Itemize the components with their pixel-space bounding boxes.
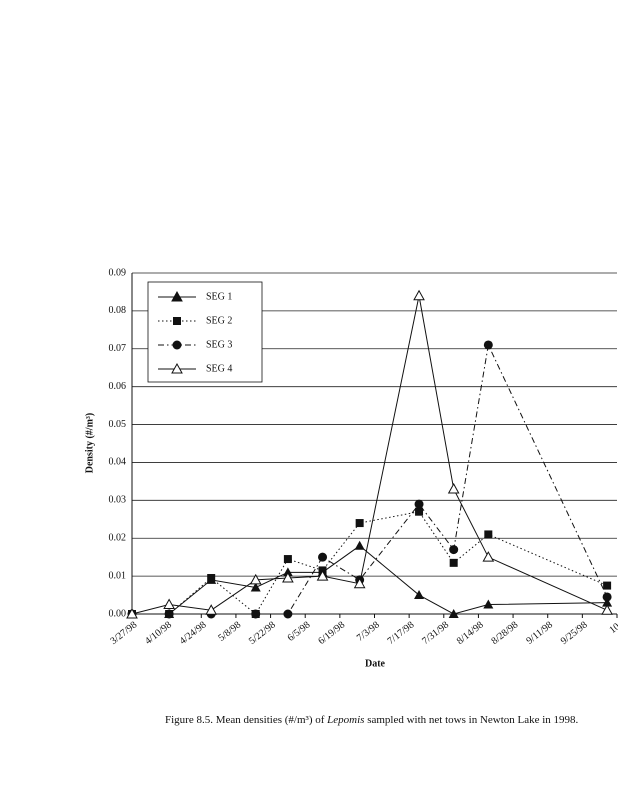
legend-entry: SEG 3 <box>158 339 232 350</box>
x-tick-label: 5/22/98 <box>247 620 278 647</box>
series <box>128 507 612 618</box>
legend-entry: SEG 4 <box>158 362 232 374</box>
legend-box <box>147 281 263 383</box>
marker <box>448 609 459 618</box>
marker <box>602 597 613 607</box>
x-tick-label: 6/5/98 <box>286 620 313 644</box>
marker <box>205 604 218 615</box>
legend-marker <box>171 290 183 302</box>
x-tick-label: 8/28/98 <box>489 620 520 647</box>
marker <box>163 598 175 610</box>
y-tick-label: 0.03 <box>109 495 127 506</box>
marker <box>413 289 425 301</box>
marker <box>449 545 459 555</box>
legend-entry: SEG 1 <box>158 290 232 302</box>
caption-text: Figure 8.5. Mean densities (#/m³) of <box>165 714 327 726</box>
x-tick-label: 4/24/98 <box>178 620 209 647</box>
marker <box>318 552 328 562</box>
marker <box>415 507 424 516</box>
x-tick-label: 7/17/98 <box>386 620 417 647</box>
series-line <box>132 343 608 615</box>
legend-label: SEG 3 <box>206 339 232 350</box>
legend-marker <box>173 317 181 325</box>
y-tick-label: 0.06 <box>109 381 127 392</box>
marker <box>483 599 494 609</box>
x-tick-label: 4/10/98 <box>143 620 174 647</box>
x-tick-label: 6/19/98 <box>316 620 347 647</box>
x-tick-label: 9/25/98 <box>559 620 590 647</box>
marker <box>601 604 613 615</box>
legend-entry: SEG 2 <box>158 315 232 326</box>
y-axis-label: Density (#/m³) <box>84 413 95 474</box>
x-tick-label: 9/11/98 <box>524 620 555 647</box>
y-tick-label: 0.07 <box>109 343 127 354</box>
marker <box>603 581 612 590</box>
y-tick-label: 0.09 <box>109 267 127 278</box>
x-tick-label: 7/3/98 <box>355 620 382 644</box>
series-line <box>132 545 608 615</box>
x-tick-label: 10/ <box>607 619 618 636</box>
legend-label: SEG 4 <box>206 363 232 374</box>
marker <box>447 482 460 494</box>
x-tick-label: 8/14/98 <box>455 620 486 647</box>
y-tick-label: 0.04 <box>109 457 127 468</box>
marker <box>283 609 293 619</box>
legend-label: SEG 1 <box>206 291 232 302</box>
marker <box>249 573 262 585</box>
caption: Figure 8.5. Mean densities (#/m³) of Lep… <box>165 714 579 726</box>
y-tick-label: 0.08 <box>109 305 127 316</box>
legend-marker <box>171 362 183 374</box>
marker <box>482 551 495 562</box>
x-tick-label: 3/27/98 <box>108 620 139 647</box>
legend-label: SEG 2 <box>206 315 232 326</box>
marker <box>207 574 216 583</box>
series <box>126 289 613 619</box>
y-tick-label: 0.00 <box>109 608 127 619</box>
marker <box>414 499 424 509</box>
marker <box>283 555 292 564</box>
marker <box>282 567 293 577</box>
x-axis-label: Date <box>365 658 386 669</box>
series-line <box>132 511 608 615</box>
marker <box>282 571 294 583</box>
caption-text: sampled with net tows in Newton Lake in … <box>364 714 578 726</box>
x-tick-label: 7/31/98 <box>420 620 451 647</box>
marker <box>126 607 138 619</box>
marker <box>251 609 261 619</box>
x-tick-label: 5/8/98 <box>216 620 243 644</box>
marker <box>484 530 493 539</box>
legend-marker <box>172 340 182 350</box>
y-tick-label: 0.02 <box>109 533 127 544</box>
y-tick-label: 0.01 <box>109 570 127 581</box>
caption-taxon: Lepomis <box>326 714 364 726</box>
marker <box>355 519 364 528</box>
y-tick-label: 0.05 <box>109 419 127 430</box>
marker <box>353 577 366 589</box>
marker <box>449 558 458 567</box>
marker <box>164 609 174 619</box>
marker <box>316 570 329 581</box>
marker <box>483 340 493 350</box>
marker <box>414 590 425 600</box>
marker <box>250 582 261 592</box>
marker <box>602 592 612 602</box>
marker <box>354 540 365 550</box>
